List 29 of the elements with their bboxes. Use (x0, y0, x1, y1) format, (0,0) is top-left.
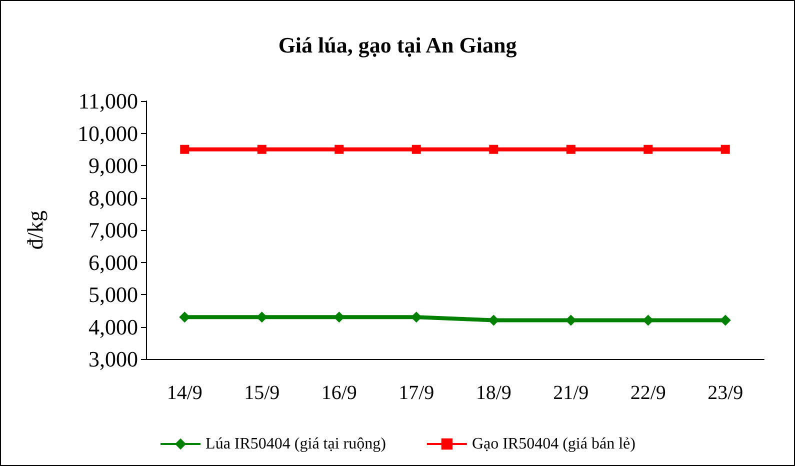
x-tick-label: 17/9 (398, 382, 434, 404)
point (489, 144, 498, 154)
point (180, 144, 190, 154)
y-tick-label: 8,000 (88, 185, 138, 210)
legend-label: Gạo IR50404 (giá bán lẻ) (472, 436, 636, 452)
x-tick-label: 18/9 (476, 382, 512, 404)
x-tick-label: 16/9 (321, 382, 357, 404)
y-tick-label: 10,000 (78, 120, 138, 146)
point (412, 144, 421, 154)
x-tick-label: 14/9 (166, 382, 202, 404)
x-tick-label: 22/9 (630, 382, 666, 404)
y-tick-label: 6,000 (88, 250, 138, 275)
y-tick-label: 9,000 (88, 153, 138, 178)
point (644, 144, 653, 154)
chart-title: Giá lúa, gạo tại An Giang (278, 32, 517, 58)
x-tick-label: 15/9 (244, 382, 280, 404)
legend-label: Lúa IR50404 (giá tại ruộng) (206, 436, 386, 452)
x-tick-label: 21/9 (553, 382, 589, 404)
y-tick-label: 5,000 (88, 282, 138, 307)
point (257, 144, 266, 154)
point (334, 144, 344, 154)
y-tick-label: 7,000 (88, 218, 138, 242)
y-axis-title: đ/kg (22, 210, 48, 250)
y-tick-label: 4,000 (88, 314, 138, 340)
point (720, 144, 730, 154)
point (566, 144, 576, 154)
x-tick-label: 23/9 (708, 382, 744, 404)
y-tick-label: 11,000 (78, 88, 138, 114)
y-tick-label: 3,000 (88, 346, 138, 372)
